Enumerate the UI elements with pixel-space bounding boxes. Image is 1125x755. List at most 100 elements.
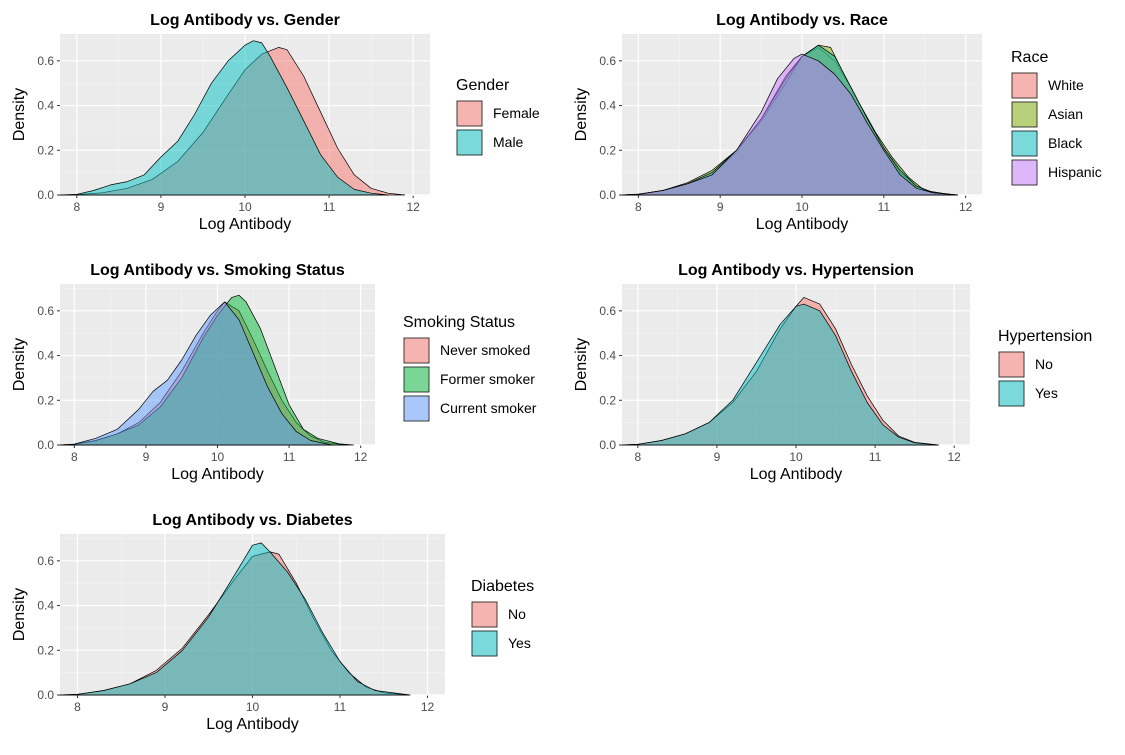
legend: Diabetes No Yes: [471, 578, 534, 657]
x-tick-label: 8: [71, 450, 78, 464]
legend: Gender Female Male: [456, 77, 540, 156]
density-area-yes: [59, 542, 411, 696]
legend-key-swatch: [1011, 101, 1038, 128]
x-axis-label: Log Antibody: [750, 466, 843, 483]
legend-item-label: Former smoker: [440, 371, 535, 387]
legend-item-label: Asian: [1048, 106, 1083, 122]
x-tick-label: 9: [143, 450, 150, 464]
y-tick-label: 0.2: [37, 393, 54, 407]
legend-item-label: Current smoker: [440, 400, 537, 416]
y-tick-label: 0.0: [37, 188, 54, 202]
y-tick-label: 0.2: [599, 393, 616, 407]
x-tick-label: 12: [354, 450, 368, 464]
x-tick-label: 12: [959, 200, 973, 214]
legend-key-swatch: [456, 100, 483, 127]
chart-panel-2: 8 9 10 11 12 0.0 0.2 0.4 0.6 Log Antibody vs. Rac…: [573, 12, 1102, 233]
density-area-male: [59, 40, 389, 196]
x-tick-label: 11: [869, 450, 882, 464]
x-tick-label: 10: [211, 450, 225, 464]
x-tick-label: 12: [421, 700, 435, 714]
x-tick-label: 8: [73, 200, 80, 214]
x-axis-label: Log Antibody: [206, 716, 299, 733]
y-axis-label: Density: [573, 338, 590, 391]
legend-item-label: Female: [493, 105, 540, 121]
legend-item-label: Never smoked: [440, 342, 530, 358]
legend-item-label: No: [1035, 356, 1053, 372]
x-tick-label: 9: [162, 700, 169, 714]
x-axis-label: Log Antibody: [199, 216, 292, 233]
legend-title: Gender: [456, 77, 510, 94]
legend-item-label: Black: [1048, 135, 1083, 151]
legend-key-swatch: [1011, 159, 1038, 186]
x-tick-label: 8: [74, 700, 81, 714]
legend-title: Race: [1011, 49, 1048, 66]
legend-title: Hypertension: [998, 328, 1092, 345]
legend-title: Diabetes: [471, 578, 534, 595]
chart-title: Log Antibody vs. Smoking Status: [90, 262, 345, 279]
legend-key-swatch: [403, 337, 430, 364]
chart-title: Log Antibody vs. Gender: [150, 12, 340, 29]
legend-key-swatch: [456, 129, 483, 156]
y-tick-label: 0.0: [37, 438, 54, 452]
x-tick-label: 9: [714, 450, 721, 464]
y-tick-label: 0.6: [37, 554, 54, 568]
legend-key-swatch: [471, 601, 498, 628]
legend-key-swatch: [471, 630, 498, 657]
y-tick-label: 0.6: [37, 54, 54, 68]
chart-title: Log Antibody vs. Race: [716, 12, 888, 29]
y-tick-label: 0.2: [599, 143, 616, 157]
chart-panel-5: 8 9 10 11 12 0.0 0.2 0.4 0.6 Log Antibody vs. Dia…: [11, 512, 534, 733]
legend-key-swatch: [1011, 130, 1038, 157]
y-tick-label: 0.6: [599, 54, 616, 68]
legend-key-swatch: [403, 395, 430, 422]
x-tick-label: 11: [283, 450, 296, 464]
x-tick-label: 12: [407, 200, 421, 214]
x-tick-label: 11: [878, 200, 891, 214]
y-tick-label: 0.2: [37, 143, 54, 157]
x-tick-label: 10: [789, 450, 803, 464]
y-tick-label: 0.6: [37, 304, 54, 318]
x-tick-label: 10: [238, 200, 252, 214]
chart-panel-4: 8 9 10 11 12 0.0 0.2 0.4 0.6 Log Antibody vs. Hyp…: [573, 262, 1092, 483]
y-tick-label: 0.0: [599, 188, 616, 202]
y-tick-label: 0.4: [37, 599, 54, 613]
x-tick-label: 9: [158, 200, 165, 214]
density-area-yes: [621, 303, 939, 446]
y-axis-label: Density: [11, 338, 28, 391]
y-tick-label: 0.2: [37, 643, 54, 657]
legend-item-label: Yes: [1035, 385, 1058, 401]
x-tick-label: 9: [717, 200, 724, 214]
legend-title: Smoking Status: [403, 314, 515, 331]
legend-item-label: Yes: [508, 635, 531, 651]
y-tick-label: 0.0: [37, 688, 54, 702]
y-tick-label: 0.6: [599, 304, 616, 318]
density-area-current-smoker: [59, 301, 333, 446]
legend-key-swatch: [998, 351, 1025, 378]
y-axis-label: Density: [573, 88, 590, 141]
legend: Smoking Status Never smoked Former smoker C…: [403, 314, 537, 422]
x-tick-label: 8: [635, 200, 642, 214]
y-axis-label: Density: [11, 88, 28, 141]
chart-panel-1: 8 9 10 11 12 0.0 0.2 0.4 0.6 Log Antibody vs. Gen…: [11, 12, 540, 233]
x-tick-label: 12: [948, 450, 962, 464]
legend-key-swatch: [1011, 72, 1038, 99]
x-tick-label: 11: [323, 200, 336, 214]
chart-panel-3: 8 9 10 11 12 0.0 0.2 0.4 0.6 Log Antibody vs. Smo…: [11, 262, 537, 483]
y-tick-label: 0.0: [599, 438, 616, 452]
x-axis-label: Log Antibody: [171, 466, 264, 483]
x-tick-label: 10: [246, 700, 260, 714]
legend-key-swatch: [403, 366, 430, 393]
legend-item-label: White: [1048, 77, 1084, 93]
legend-item-label: Hispanic: [1048, 164, 1102, 180]
density-area-hispanic: [621, 53, 958, 196]
legend-item-label: Male: [493, 134, 524, 150]
chart-title: Log Antibody vs. Hypertension: [678, 262, 914, 279]
x-tick-label: 10: [795, 200, 809, 214]
y-tick-label: 0.4: [599, 99, 616, 113]
legend: Hypertension No Yes: [998, 328, 1092, 407]
legend-key-swatch: [998, 380, 1025, 407]
legend-item-label: No: [508, 606, 526, 622]
x-tick-label: 11: [334, 700, 347, 714]
